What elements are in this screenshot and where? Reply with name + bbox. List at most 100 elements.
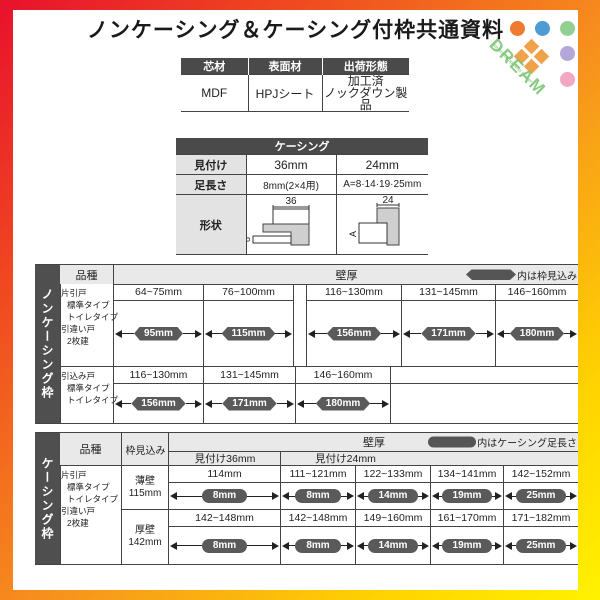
dimension-arrow: 115mm (205, 326, 293, 341)
material-shipping-value: 加工済 ノックダウン製品 (321, 74, 409, 112)
material-spec-table: 芯材 表面材 出荷形態 MDF HPJシート 加工済 ノックダウン製品 (181, 58, 409, 112)
dimension-arrow: 19mm (432, 538, 502, 553)
wall-range-cell: 122~133mm 14mm (355, 466, 430, 509)
noncasing-wall-header: 壁厚 内は枠見込み (113, 265, 578, 284)
subheader-mitsuke24: 見付け24mm (280, 452, 578, 465)
dimension-arrow: 95mm (115, 326, 202, 341)
dimension-arrow: 171mm (205, 396, 294, 411)
wall-range-cell: 142~152mm 25mm (503, 466, 578, 509)
wall-range-cell: 64~75mm 95mm (113, 284, 203, 366)
wall-range-cell: 111~121mm 8mm (280, 466, 355, 509)
casing-leg-pill: 8mm (295, 538, 341, 553)
casing-side-label: ケーシング枠 (35, 433, 60, 564)
dimension-arrow: 14mm (357, 538, 429, 553)
casing-kind-header: 品種 (60, 433, 121, 465)
frame-depth-pill: 95mm (134, 326, 183, 341)
row-label-shape: 形状 (176, 194, 246, 255)
mitsuke-24: 24mm (335, 154, 428, 175)
logo-diamond-icon (533, 48, 550, 65)
casing-legend: 内はケーシング足長さ (428, 435, 577, 450)
casing-kind-labels: 片引戸 標準タイプ トイレタイプ 引違い戸 2枚建 (60, 466, 121, 564)
ashinagasa-24: A=8·14·19·25mm (335, 174, 428, 195)
shipping-line1: 加工済 (347, 74, 384, 88)
frame-depth-pill: 156mm (326, 326, 382, 341)
dimension-arrow: 180mm (297, 396, 389, 411)
wall-range-cell: 142~148mm 8mm (168, 510, 280, 564)
dimension-arrow: 25mm (505, 489, 577, 503)
noncasing-legend: 内は枠見込み (466, 267, 577, 282)
logo-dot-green (560, 21, 575, 36)
logo-dot-purple (560, 46, 575, 61)
casing-leg-pill: 8mm (201, 538, 248, 553)
shape36-side-label: 8 (247, 237, 252, 242)
row-label-mitsuke: 見付け (176, 154, 246, 175)
material-header-shipping: 出荷形態 (321, 58, 409, 75)
wall-range-cell: 149~160mm 14mm (355, 510, 430, 564)
row-label-ashinagasa: 足長さ (176, 174, 246, 195)
shape24-side-label: A (348, 231, 358, 237)
wall-range-cell: 131~145mm 171mm (401, 284, 495, 366)
logo-dot-blue (535, 21, 550, 36)
casing-leg-pill: 8mm (201, 489, 248, 503)
casing-leg-pill: 19mm (441, 489, 493, 503)
dream-logo: DREAM we are happiness maker (486, 15, 578, 110)
wall-range-cell: 171~182mm 25mm (503, 510, 578, 564)
ashinagasa-36: 8mm(2×4用) (245, 174, 336, 195)
casing-leg-pill: 25mm (515, 538, 567, 553)
casing-leg-pill: 19mm (441, 538, 493, 553)
casing-leg-pill: 14mm (367, 538, 419, 553)
subheader-mitsuke36: 見付け36mm (168, 452, 281, 465)
casing-24-profile-drawing: 24 A (348, 195, 400, 246)
page-title: ノンケーシング＆ケーシング付枠共通資料 (86, 19, 505, 42)
wall-range-cell: 116~130mm 156mm (307, 284, 401, 366)
noncasing-frame-table: ノンケーシング枠 品種 壁厚 内は枠見込み 片引戸 標準タイプ トイレタイプ 引… (35, 264, 578, 424)
dimension-arrow: 8mm (282, 538, 355, 553)
wall-range-cell: 76~100mm 115mm (203, 284, 293, 366)
dimension-arrow: 14mm (357, 489, 429, 503)
thin-wall-cell: 薄壁 115mm (121, 466, 168, 509)
noncasing-row2-kind: 引込み戸 標準タイプ トイレタイプ (60, 367, 118, 423)
frame-depth-pill: 171mm (421, 326, 476, 341)
frame-depth-pill: 171mm (222, 396, 277, 411)
frame-depth-pill: 180mm (315, 396, 371, 411)
thick-wall-cell: 厚壁 142mm (121, 510, 168, 564)
wall-range-cell: 161~170mm 19mm (430, 510, 503, 564)
casing-leg-pill: 14mm (367, 489, 419, 503)
wall-range-cell: 131~145mm 171mm (203, 367, 295, 423)
shipping-line2: ノックダウン製品 (324, 86, 408, 112)
casing-spec-table: ケーシング 見付け 36mm 24mm 足長さ 8mm(2×4用) A=8·14… (176, 138, 428, 255)
shape36-width-label: 36 (285, 196, 297, 207)
noncasing-side-label: ノンケーシング枠 (35, 265, 60, 423)
logo-dot-pink (560, 72, 575, 87)
wall-header-text: 壁厚 (335, 269, 358, 282)
legend-text: 内はケーシング足長さ (477, 438, 577, 450)
legend-text: 内は枠見込み (517, 271, 577, 282)
dimension-arrow: 156mm (115, 396, 202, 411)
frame-depth-pill: 156mm (131, 396, 186, 411)
wall-range-cell: 114mm 8mm (168, 466, 280, 509)
shape-24-cell: 24 A (335, 194, 428, 255)
frame-depth-pill: 180mm (509, 326, 565, 341)
dimension-arrow: 8mm (170, 538, 280, 553)
legend-pill-icon (428, 436, 477, 448)
casing-mikomi-header: 枠見込み (121, 433, 169, 465)
casing-wall-header: 壁厚 内はケーシング足長さ (168, 433, 578, 451)
dimension-arrow: 8mm (170, 489, 280, 503)
mitsuke-36: 36mm (245, 154, 336, 175)
material-header-core: 芯材 (181, 58, 248, 75)
dimension-arrow: 19mm (432, 489, 502, 503)
casing-frame-table: ケーシング枠 品種 枠見込み 壁厚 内はケーシング足長さ 見付け36mm 見付け… (35, 432, 578, 565)
frame-depth-pill: 115mm (221, 326, 276, 341)
legend-pill-icon (466, 269, 516, 280)
dimension-arrow: 8mm (282, 489, 355, 503)
dimension-arrow: 156mm (308, 326, 400, 341)
material-surface-value: HPJシート (247, 74, 322, 112)
dimension-arrow: 180mm (497, 326, 577, 341)
shape24-width-label: 24 (383, 195, 395, 206)
wall-header-text: 壁厚 (363, 437, 385, 449)
wall-range-cell: 146~160mm 180mm (495, 284, 578, 366)
dimension-arrow: 171mm (403, 326, 494, 341)
shape-36-cell: 36 8 (242, 194, 336, 255)
material-header-surface: 表面材 (247, 58, 322, 75)
